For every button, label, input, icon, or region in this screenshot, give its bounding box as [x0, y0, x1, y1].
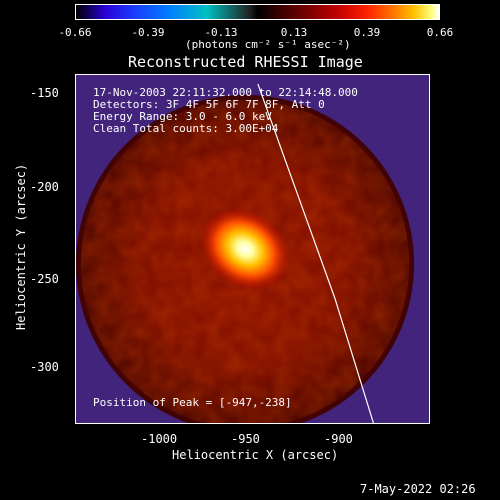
y-tick-label: -200: [30, 180, 59, 194]
info-energy-range: Energy Range: 3.0 - 6.0 keV: [93, 110, 272, 123]
image-plot: 17-Nov-2003 22:11:32.000 to 22:14:48.000…: [75, 74, 430, 424]
y-tick-label: -300: [30, 360, 59, 374]
peak-source: [200, 207, 290, 291]
x-tick-label: -950: [231, 432, 260, 446]
x-tick-label: -900: [324, 432, 353, 446]
colorbar-tick: -0.13: [204, 26, 238, 39]
info-detectors: Detectors: 3F 4F 5F 6F 7F 8F, Att 0: [93, 98, 325, 111]
info-time-range: 17-Nov-2003 22:11:32.000 to 22:14:48.000: [93, 86, 358, 99]
x-axis-label: Heliocentric X (arcsec): [172, 448, 339, 462]
colorbar-tick: -0.66: [58, 26, 92, 39]
colorbar-tick: 0.39: [353, 26, 381, 39]
colorbar: [75, 4, 440, 20]
colorbar-tick: 0.66: [426, 26, 454, 39]
x-tick-label: -1000: [141, 432, 178, 446]
colorbar-tick: -0.39: [131, 26, 165, 39]
plot-title: Reconstructed RHESSI Image: [128, 53, 363, 71]
y-axis-label: Heliocentric Y (arcsec): [14, 163, 28, 330]
colorbar-tick: 0.13: [280, 26, 308, 39]
info-total-counts: Clean Total counts: 3.00E+04: [93, 122, 279, 135]
peak-position-label: Position of Peak = [-947,-238]: [93, 396, 292, 409]
solar-limb-line: [257, 83, 374, 423]
y-tick-label: -250: [30, 272, 59, 286]
colorbar-units-label: (photons cm⁻² s⁻¹ asec⁻²): [185, 38, 351, 51]
y-tick-label: -150: [30, 86, 59, 100]
timestamp: 7-May-2022 02:26: [360, 482, 476, 496]
heatmap-image: [76, 75, 429, 423]
